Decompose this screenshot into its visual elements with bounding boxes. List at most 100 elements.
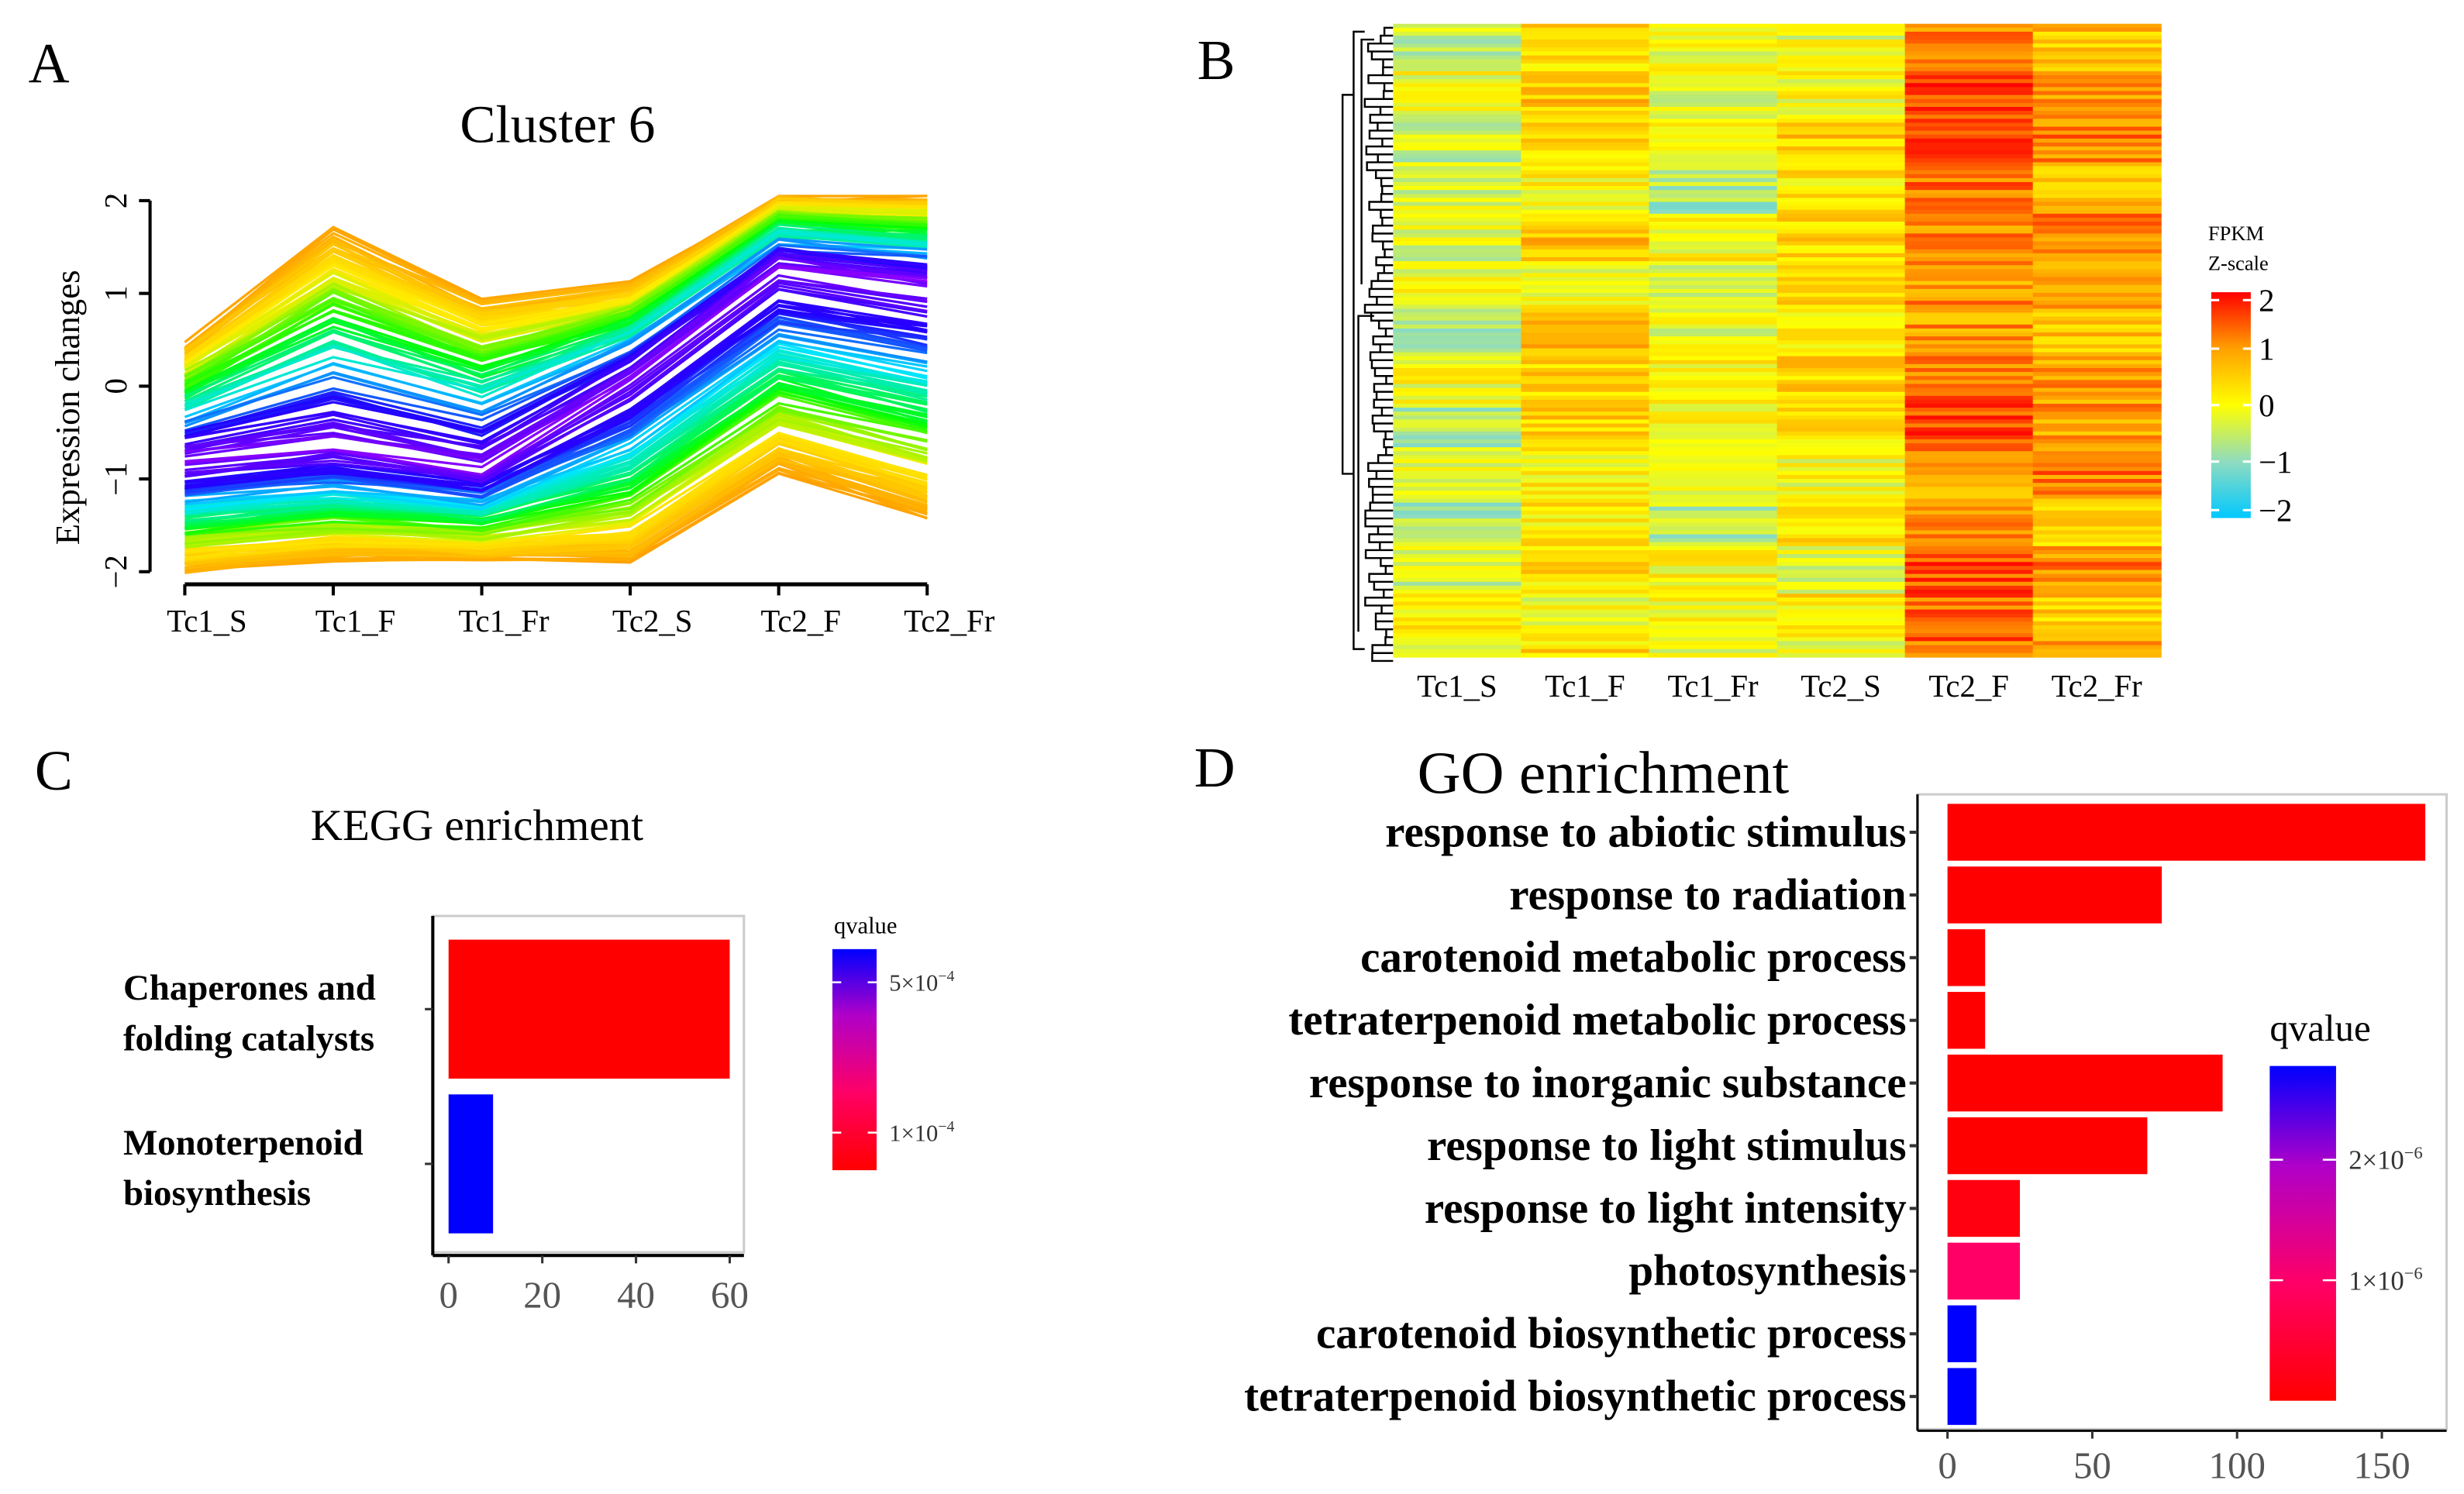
heatmap-cell (1521, 609, 1650, 614)
heatmap-cell (2032, 356, 2162, 361)
heatmap-cell (2032, 483, 2162, 488)
heatmap-cell (1521, 530, 1650, 535)
heatmap-cell (1649, 526, 1778, 532)
heatmap-cell (2032, 253, 2162, 258)
heatmap-cell (1776, 134, 1906, 139)
heatmap-cell (1521, 542, 1650, 547)
column-label: Tc2_F (1928, 669, 2009, 704)
heatmap-cell (1649, 573, 1778, 579)
heatmap-cell (1521, 590, 1650, 594)
heatmap-cell (1904, 652, 2034, 658)
heatmap-cell (1393, 466, 1522, 472)
heatmap-cell (1649, 284, 1778, 290)
heatmap-cell (1904, 415, 2034, 421)
tick-base: 2×10 (2349, 1146, 2404, 1176)
bar (1947, 929, 1986, 986)
heatmap-cell (1393, 573, 1522, 579)
heatmap-cell (1649, 408, 1778, 413)
bar (1947, 1054, 2223, 1112)
heatmap-cell (1904, 170, 2034, 175)
heatmap-cell (1904, 585, 2034, 590)
heatmap-cell (1904, 637, 2034, 642)
heatmap-cell (1904, 269, 2034, 274)
heatmap-cell (1776, 146, 1906, 151)
heatmap-cell (1649, 594, 1778, 599)
heatmap-cell (1393, 649, 1522, 654)
heatmap-cell (1904, 403, 2034, 408)
heatmap-cell (1393, 241, 1522, 246)
dendrogram-branches (1341, 26, 1394, 663)
heatmap-cell (1393, 360, 1522, 365)
column-label: Tc1_Fr (1667, 669, 1759, 704)
heatmap-cell (1776, 581, 1906, 587)
heatmap-cell (2032, 621, 2162, 626)
heatmap-cell (1393, 581, 1522, 587)
heatmap-cell (1904, 174, 2034, 179)
heatmap-cell (1521, 253, 1650, 258)
heatmap-cell (1649, 498, 1778, 504)
x-tick-label: 50 (2073, 1444, 2111, 1487)
heatmap-cell (1904, 154, 2034, 160)
heatmap-cell (1904, 356, 2034, 361)
scale-tick-label: −1 (2259, 445, 2292, 480)
heatmap-cell (1521, 633, 1650, 639)
heatmap-cell (1649, 154, 1778, 160)
heatmap-cell (2032, 363, 2162, 369)
heatmap-cell (2032, 558, 2162, 563)
heatmap-cell (1776, 431, 1906, 436)
heatmap-cell (1393, 27, 1522, 33)
heatmap-cell (1904, 257, 2034, 262)
heatmap-cell (2032, 328, 2162, 333)
heatmap-cell (1393, 419, 1522, 425)
column-label: Tc1_F (1545, 669, 1625, 704)
heatmap-cell (2032, 487, 2162, 492)
heatmap-cell (1393, 186, 1522, 191)
heatmap-cell (2032, 605, 2162, 611)
chart-title: GO enrichment (1418, 739, 1790, 806)
heatmap-cell (1776, 55, 1906, 60)
heatmap-cell (2032, 170, 2162, 175)
heatmap-cell (1393, 423, 1522, 429)
heatmap-cell (1904, 594, 2034, 599)
heatmap-cell (1904, 526, 2034, 532)
heatmap-cell (2032, 194, 2162, 199)
heatmap-cell (1521, 459, 1650, 464)
heatmap-cell (2032, 534, 2162, 539)
heatmap-cell (1521, 162, 1650, 167)
scale-tick-label: 0 (2259, 388, 2274, 423)
heatmap-cell (1393, 518, 1522, 524)
heatmap-cell (1776, 363, 1906, 369)
heatmap-cell (1649, 43, 1778, 49)
heatmap-cell (1776, 138, 1906, 143)
heatmap-cell (1776, 463, 1906, 468)
heatmap-cell (1776, 36, 1906, 40)
heatmap-cell (1776, 269, 1906, 274)
heatmap-cell (1649, 605, 1778, 611)
heatmap-cell (1776, 562, 1906, 567)
heatmap-cell (1521, 514, 1650, 519)
expression-line (184, 411, 928, 542)
heatmap-cell (1904, 633, 2034, 639)
heatmap-cell (1393, 435, 1522, 440)
heatmap-cell (2032, 645, 2162, 650)
heatmap-cell (1521, 102, 1650, 108)
heatmap-cell (1776, 510, 1906, 515)
heatmap-cell (1649, 194, 1778, 199)
heatmap-cell (1521, 387, 1650, 393)
heatmap-cell (1776, 340, 1906, 346)
heatmap-cell (1776, 546, 1906, 551)
heatmap-cell (1649, 138, 1778, 143)
heatmap-cell (1776, 336, 1906, 342)
heatmap-cell (1649, 281, 1778, 286)
heatmap-cell (1393, 590, 1522, 594)
heatmap-cell (1904, 590, 2034, 594)
tick-base: 1×10 (889, 1120, 938, 1146)
heatmap-cell (1393, 491, 1522, 496)
expression-line (184, 435, 928, 560)
heatmap-cell (2032, 63, 2162, 68)
heatmap-cell (1521, 281, 1650, 286)
heatmap-cell (1776, 154, 1906, 160)
heatmap-cell (1776, 79, 1906, 84)
heatmap-cell (1776, 261, 1906, 267)
heatmap-cell (1649, 633, 1778, 639)
